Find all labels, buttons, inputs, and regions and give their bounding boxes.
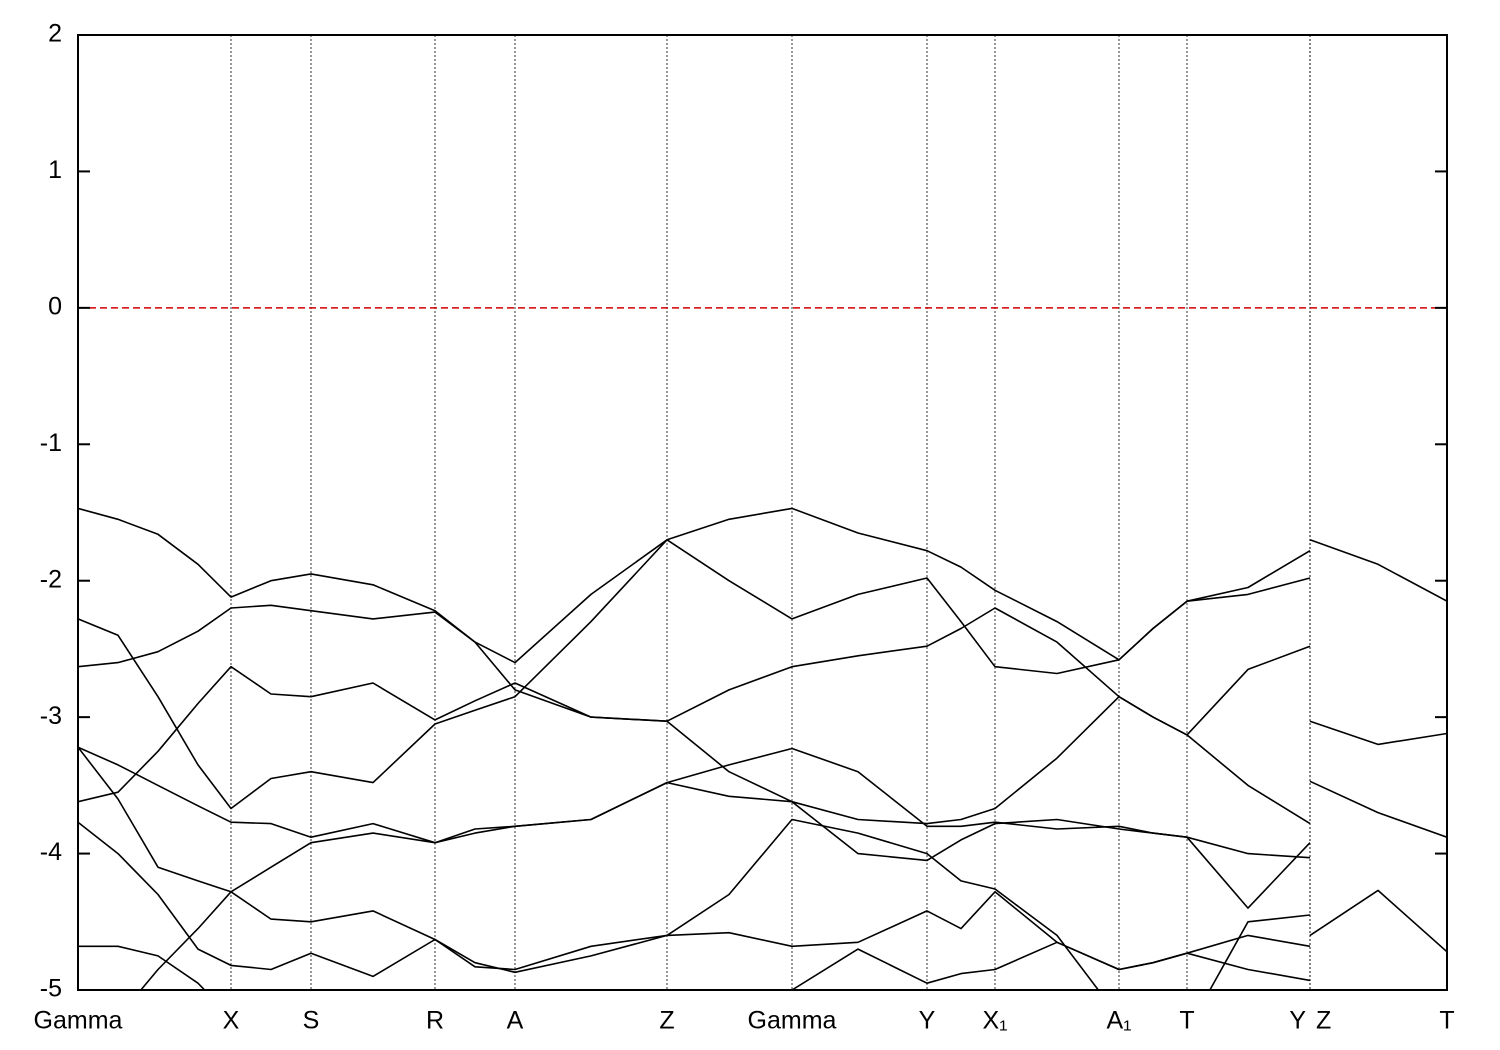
bands [78, 507, 1447, 990]
x-tick-label: T [1179, 1007, 1194, 1035]
grid [78, 35, 1447, 990]
band-line [78, 539, 1447, 838]
y-tick-label: -4 [40, 838, 62, 866]
y-tick-label: -1 [40, 429, 62, 457]
band-line [78, 934, 1311, 990]
x-tick-label: Z [659, 1007, 674, 1035]
band-line [78, 665, 1447, 953]
y-tick-label: -3 [40, 702, 62, 730]
x-tick-label: A [507, 1007, 524, 1035]
band-line [139, 781, 1311, 990]
x-tick-label: Gamma [748, 1007, 837, 1035]
band-line [78, 818, 1311, 990]
x-tick-label: Y [1289, 1007, 1306, 1035]
x-tick-label: S [303, 1007, 320, 1035]
plot-frame [77, 34, 1448, 991]
x-tick-label: X₁ [982, 1007, 1007, 1035]
y-tick-label: 2 [48, 20, 62, 48]
band-line [78, 604, 1447, 746]
band-line [78, 746, 1311, 859]
y-tick-label: 0 [48, 292, 62, 320]
x-tick-label: Z [1316, 1007, 1331, 1035]
y-tick-label: -5 [40, 975, 62, 1003]
x-tick-label: T [1439, 1007, 1454, 1035]
y-tick-label: -2 [40, 565, 62, 593]
x-tick-label: A₁ [1106, 1007, 1131, 1035]
band-line [78, 507, 1447, 664]
x-tick-label: Y [919, 1007, 936, 1035]
x-tick-label: Gamma [34, 1007, 123, 1035]
band-line [78, 746, 1311, 982]
y-tick-label: 1 [48, 156, 62, 184]
x-tick-label: X [223, 1007, 240, 1035]
x-tick-label: R [426, 1007, 444, 1035]
